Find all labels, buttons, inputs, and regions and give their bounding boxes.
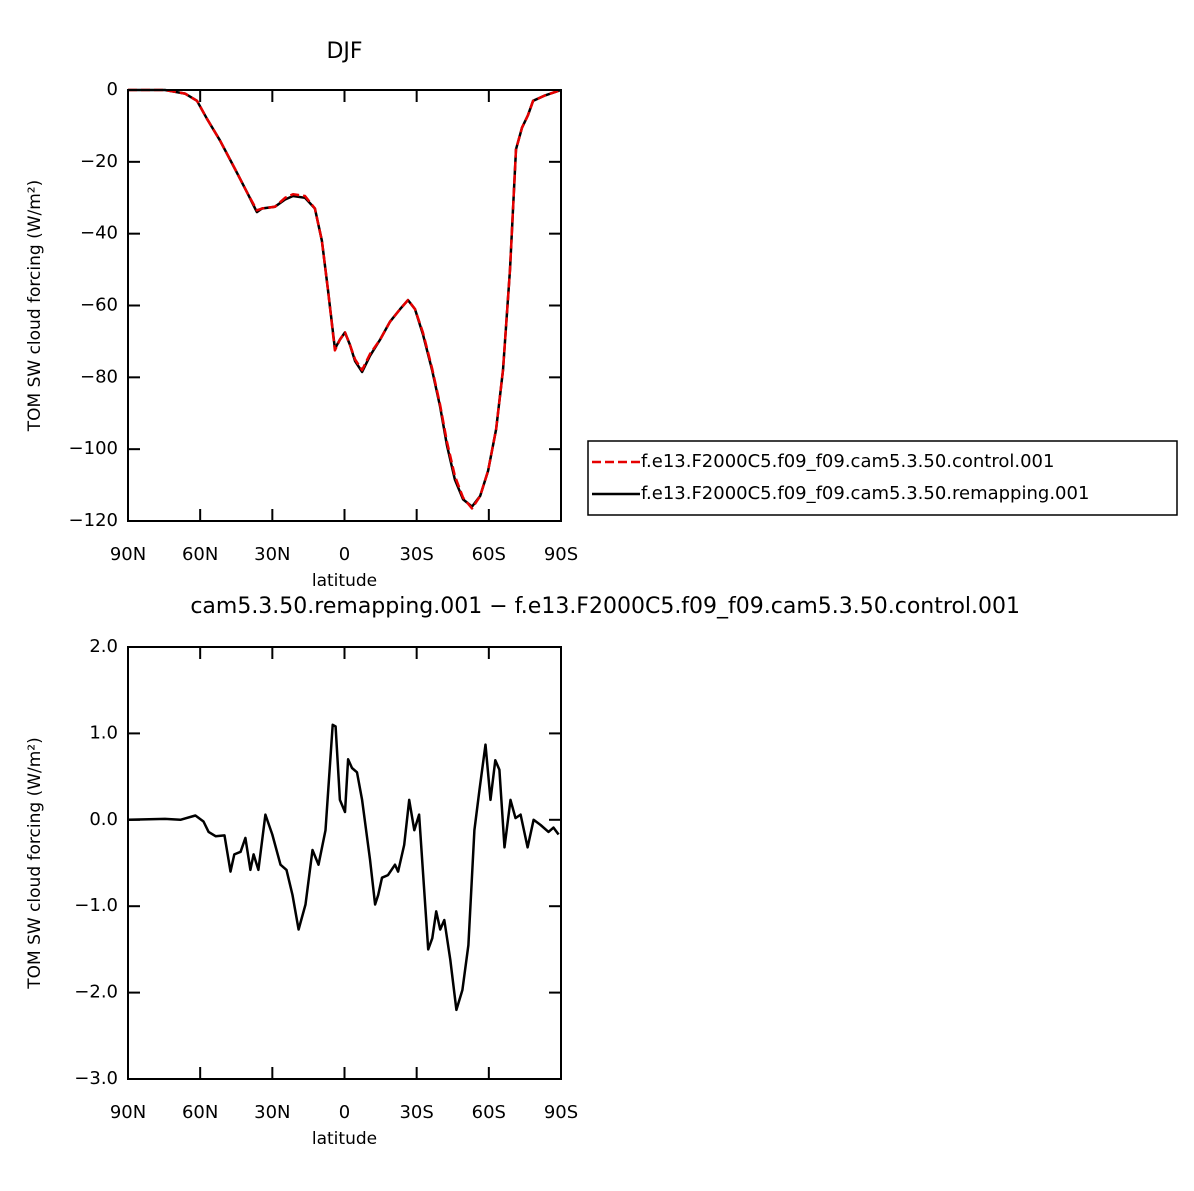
y-tick-label: 1.0	[89, 722, 118, 743]
x-axis-label: latitude	[312, 1129, 377, 1149]
y-tick-label: 0.0	[89, 809, 118, 830]
legend-label: f.e13.F2000C5.f09_f09.cam5.3.50.remappin…	[641, 483, 1089, 504]
x-tick-label: 30N	[254, 1102, 290, 1123]
plot-frame	[127, 89, 562, 522]
y-tick-label: −3.0	[74, 1068, 118, 1089]
x-tick-label: 90S	[544, 1102, 578, 1123]
plot-frame	[127, 646, 562, 1080]
x-tick-label: 0	[339, 544, 350, 565]
data-line	[128, 88, 562, 510]
data-line	[128, 88, 562, 508]
x-tick-label: 90N	[110, 544, 146, 565]
x-tick-label: 60N	[182, 1102, 218, 1123]
x-tick-label: 0	[339, 1102, 350, 1123]
y-tick-label: 0	[107, 79, 118, 100]
y-tick-label: −120	[69, 510, 118, 531]
x-tick-label: 60S	[472, 544, 506, 565]
y-tick-label: 2.0	[89, 636, 118, 657]
y-tick-label: −20	[80, 151, 118, 172]
legend-box	[587, 440, 1178, 516]
x-axis-label: latitude	[312, 571, 377, 591]
data-line	[127, 723, 560, 1012]
x-tick-label: 90S	[544, 544, 578, 565]
x-tick-label: 30S	[399, 1102, 433, 1123]
y-tick-label: −60	[80, 295, 118, 316]
y-axis-label: TOM SW cloud forcing (W/m²)	[25, 180, 45, 433]
y-axis-label: TOM SW cloud forcing (W/m²)	[25, 737, 45, 990]
y-tick-label: −2.0	[74, 982, 118, 1003]
chart-title: cam5.3.50.remapping.001 − f.e13.F2000C5.…	[190, 594, 1020, 619]
x-tick-label: 90N	[110, 1102, 146, 1123]
x-tick-label: 60N	[182, 544, 218, 565]
chart-title: DJF	[326, 39, 362, 64]
y-tick-label: −100	[69, 438, 118, 459]
x-tick-label: 30N	[254, 544, 290, 565]
legend-label: f.e13.F2000C5.f09_f09.cam5.3.50.control.…	[641, 451, 1054, 472]
y-tick-label: −80	[80, 366, 118, 387]
y-tick-label: −40	[80, 223, 118, 244]
x-tick-label: 30S	[399, 544, 433, 565]
y-tick-label: −1.0	[74, 895, 118, 916]
x-tick-label: 60S	[472, 1102, 506, 1123]
